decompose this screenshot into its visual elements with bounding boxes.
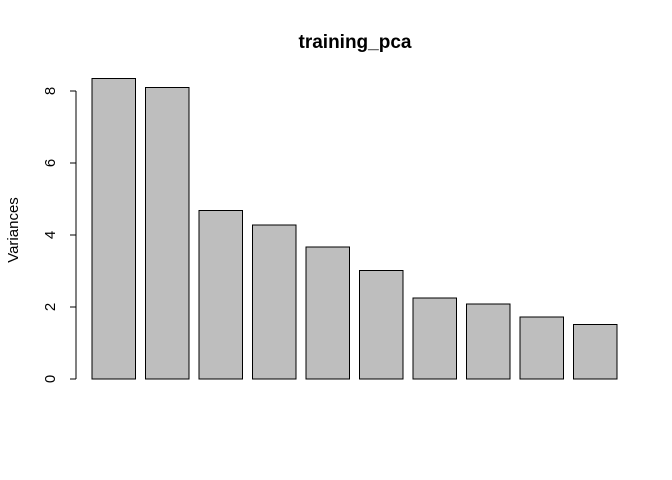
y-tick-label: 6 [42, 159, 59, 167]
bars-layer [91, 77, 618, 380]
bar [198, 210, 244, 380]
y-tick-label: 4 [42, 231, 59, 239]
bar [519, 316, 565, 380]
bar [144, 86, 190, 380]
bar [305, 246, 351, 380]
bar [358, 270, 404, 380]
y-tick-label: 8 [42, 87, 59, 95]
bar [251, 224, 297, 380]
bar [572, 324, 618, 380]
y-tick-label: 0 [42, 375, 59, 383]
chart-title: training_pca [299, 32, 412, 53]
y-axis-label: Variances [5, 197, 22, 263]
y-tick-label: 2 [42, 303, 59, 311]
y-axis: 0 2 4 6 8 [42, 87, 77, 383]
bar [465, 303, 511, 380]
bar [91, 77, 137, 380]
bar [412, 297, 458, 380]
